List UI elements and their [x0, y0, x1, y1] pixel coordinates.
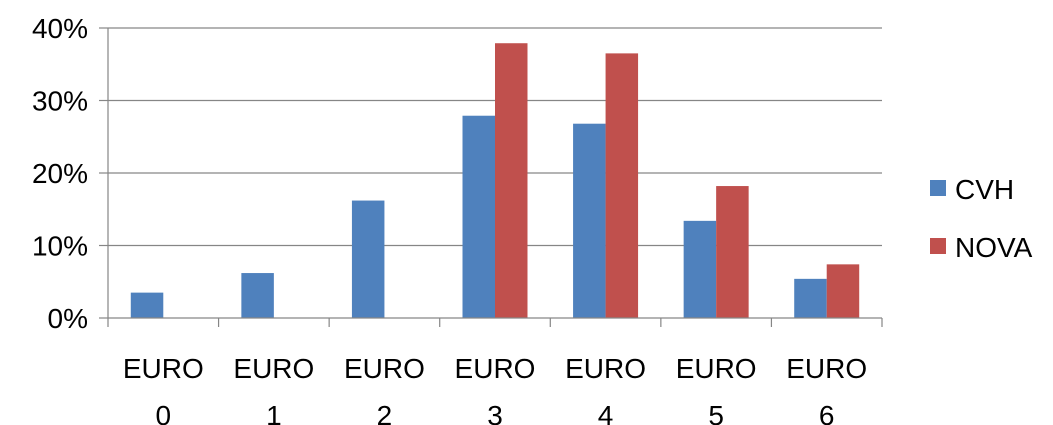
bar-cvh-2: [351, 200, 385, 318]
x-tick-label: EURO: [676, 353, 757, 384]
x-tick-label: 1: [266, 400, 282, 425]
bar-nova-6: [826, 264, 860, 318]
legend: CVH NOVA: [930, 174, 1033, 263]
x-tick-label: 4: [598, 400, 614, 425]
x-tick-label: EURO: [786, 353, 867, 384]
y-tick-label: 40%: [32, 13, 88, 44]
y-tick-labels: 0% 10% 20% 30% 40%: [32, 13, 88, 334]
legend-label-cvh: CVH: [955, 174, 1014, 205]
x-tick-label: 0: [155, 400, 171, 425]
x-tick-label: 6: [819, 400, 835, 425]
x-tick-label: 3: [487, 400, 503, 425]
bar-nova-5: [716, 186, 749, 318]
y-tick-label: 20%: [32, 158, 88, 189]
bar-cvh-0: [130, 292, 164, 318]
bar-cvh-6: [794, 278, 827, 318]
bar-nova-4: [605, 53, 639, 318]
x-tick-label: EURO: [123, 353, 204, 384]
x-tick-label: 5: [708, 400, 724, 425]
legend-swatch-nova: [930, 238, 946, 254]
x-tick-label: EURO: [455, 353, 536, 384]
x-tick-label: EURO: [233, 353, 314, 384]
axes: [99, 27, 883, 327]
y-tick-label: 10%: [32, 231, 88, 262]
legend-label-nova: NOVA: [955, 232, 1033, 263]
y-tick-label: 30%: [32, 86, 88, 117]
bar-cvh-3: [462, 115, 495, 318]
bars: [130, 43, 860, 318]
bar-nova-3: [495, 43, 528, 318]
x-tick-labels: EURO 0 EURO 1 EURO 2 EURO 3 EURO 4 EURO 5 EURO 6: [123, 353, 867, 425]
x-tick-label: 2: [377, 400, 393, 425]
bar-cvh-5: [683, 220, 717, 318]
bar-cvh-1: [241, 273, 274, 318]
bar-cvh-4: [573, 123, 606, 318]
x-tick-label: EURO: [565, 353, 646, 384]
y-tick-label: 0%: [48, 303, 88, 334]
x-tick-label: EURO: [344, 353, 425, 384]
legend-swatch-cvh: [930, 180, 946, 196]
